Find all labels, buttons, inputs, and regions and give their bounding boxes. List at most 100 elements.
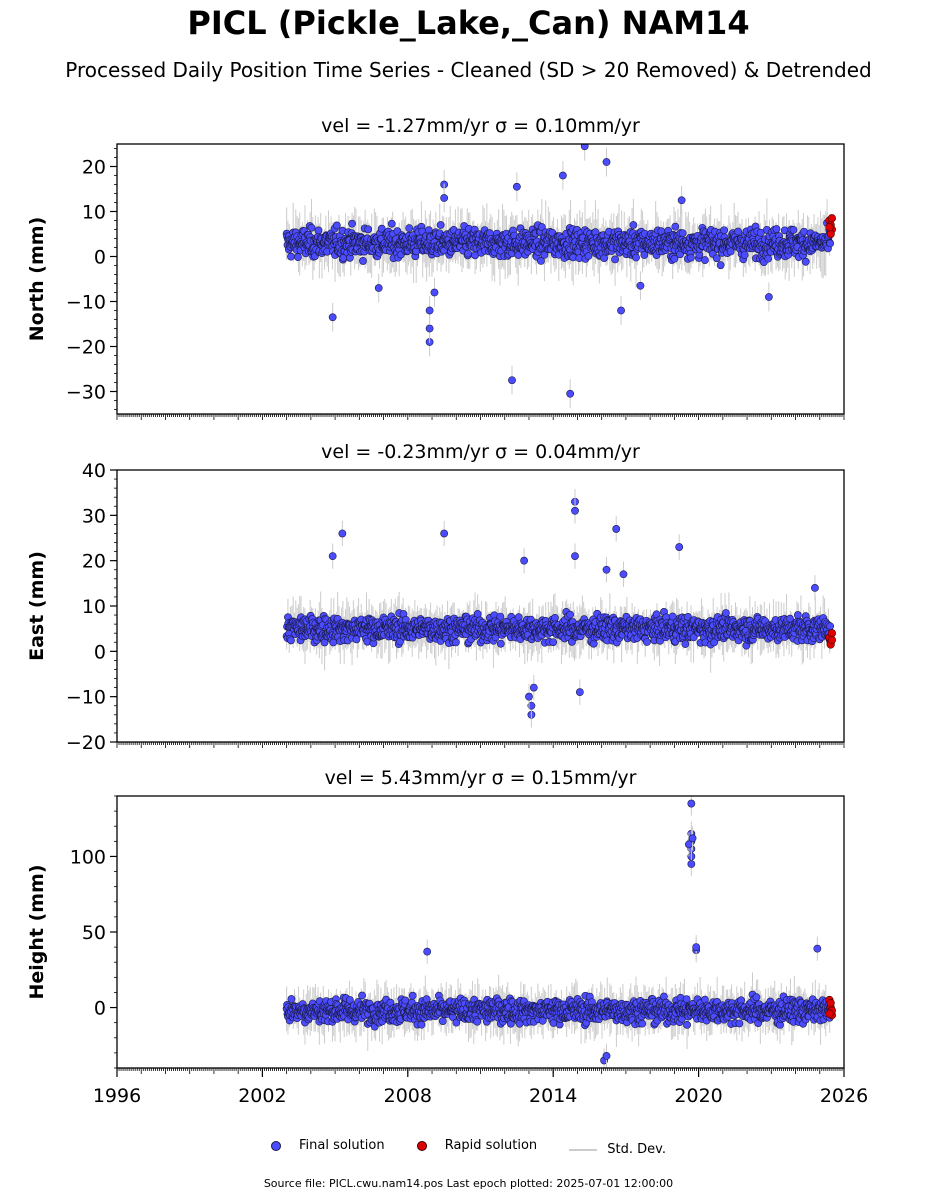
final-point bbox=[358, 991, 366, 1000]
final-point bbox=[364, 225, 373, 234]
final-point bbox=[643, 638, 651, 646]
final-point-outlier bbox=[619, 570, 628, 579]
final-point bbox=[720, 226, 729, 235]
final-point bbox=[307, 223, 316, 232]
final-point bbox=[681, 640, 690, 648]
y-axis-label-north: North (mm) bbox=[26, 217, 48, 342]
y-tick-label: 20 bbox=[82, 551, 106, 573]
final-point bbox=[314, 226, 323, 235]
panel-east: −20 −10 0 10 20 30 40 vel = -0.23mm/yr σ = 0.04… bbox=[26, 441, 845, 754]
final-point bbox=[405, 224, 414, 233]
final-point-outlier bbox=[425, 306, 434, 315]
final-point bbox=[671, 222, 680, 231]
final-point-outlier bbox=[374, 284, 383, 292]
final-point-outlier bbox=[675, 543, 684, 551]
final-point bbox=[540, 250, 549, 259]
y-tick-label: −10 bbox=[66, 292, 106, 314]
final-point-outlier bbox=[602, 158, 611, 166]
rapid-point bbox=[826, 229, 835, 239]
panel-north: −30 −20 −10 0 10 20 vel = -1.27mm/yr σ = 0.10m… bbox=[26, 115, 845, 420]
final-point-outlier bbox=[617, 306, 625, 315]
final-point-outlier bbox=[338, 529, 347, 538]
final-point bbox=[632, 253, 640, 262]
final-point-outlier bbox=[571, 552, 579, 561]
final-point-outlier bbox=[328, 552, 337, 561]
final-point-outlier bbox=[580, 144, 589, 151]
final-point bbox=[377, 224, 386, 233]
final-point bbox=[716, 261, 725, 270]
final-point-outlier bbox=[440, 529, 449, 538]
final-point bbox=[332, 221, 341, 230]
plot-area-east bbox=[282, 489, 836, 728]
final-point bbox=[294, 253, 302, 261]
final-point bbox=[640, 251, 649, 259]
final-point bbox=[701, 256, 709, 264]
final-point-outlier bbox=[764, 293, 773, 301]
y-tick-label: 40 bbox=[82, 460, 106, 482]
final-point bbox=[712, 254, 721, 263]
final-point-outlier bbox=[529, 683, 538, 692]
rapid-point bbox=[827, 635, 836, 645]
final-point bbox=[689, 633, 698, 642]
final-point-outlier bbox=[440, 194, 449, 202]
final-point bbox=[687, 253, 695, 262]
panel-title-east: vel = -0.23mm/yr σ = 0.04mm/yr bbox=[321, 441, 640, 463]
rapid-point bbox=[827, 214, 836, 223]
final-point bbox=[537, 256, 545, 265]
final-point bbox=[550, 613, 559, 622]
plot-area-height bbox=[282, 796, 836, 1068]
final-point-outlier bbox=[602, 565, 611, 574]
panel-title-north: vel = -1.27mm/yr σ = 0.10mm/yr bbox=[321, 115, 640, 137]
y-axis-label-east: East (mm) bbox=[26, 551, 48, 661]
final-point bbox=[764, 254, 773, 263]
final-point bbox=[734, 227, 743, 236]
final-point-outlier bbox=[512, 182, 521, 191]
final-point bbox=[611, 255, 619, 264]
final-point bbox=[726, 247, 735, 256]
plot-frame-east bbox=[116, 469, 845, 743]
final-point bbox=[772, 225, 781, 233]
final-point bbox=[451, 638, 460, 647]
final-point bbox=[800, 227, 808, 236]
final-point bbox=[721, 609, 730, 617]
final-point bbox=[387, 219, 396, 228]
final-point bbox=[670, 254, 679, 263]
final-point bbox=[496, 612, 505, 621]
final-point-outlier bbox=[328, 313, 337, 322]
final-point-outlier bbox=[430, 288, 439, 297]
y-tick-label: 10 bbox=[82, 596, 106, 618]
final-point bbox=[537, 223, 546, 231]
final-point bbox=[789, 225, 798, 234]
final-point-outlier bbox=[575, 688, 584, 697]
final-point bbox=[496, 639, 505, 648]
y-tick-label: 30 bbox=[82, 505, 106, 527]
final-point-outlier bbox=[566, 389, 575, 398]
final-point bbox=[584, 252, 593, 260]
final-point-outlier bbox=[558, 171, 567, 180]
final-point bbox=[359, 257, 367, 265]
final-point-outlier bbox=[811, 583, 819, 592]
final-point-outlier bbox=[636, 281, 645, 290]
final-point bbox=[408, 991, 417, 1000]
rapid-point bbox=[825, 223, 834, 232]
final-point bbox=[287, 252, 295, 261]
final-point-outlier bbox=[520, 556, 529, 565]
y-tick-label: 10 bbox=[82, 202, 106, 224]
final-point bbox=[801, 257, 810, 266]
chart-subtitle: Processed Daily Position Time Series - C… bbox=[65, 58, 872, 82]
y-tick-label: −10 bbox=[66, 687, 106, 709]
final-point-outlier bbox=[525, 692, 533, 701]
final-point bbox=[287, 636, 295, 645]
final-point bbox=[826, 622, 835, 631]
final-point bbox=[793, 611, 802, 619]
final-point bbox=[629, 221, 638, 229]
plot-area-north bbox=[282, 144, 836, 409]
rapid-point bbox=[827, 629, 836, 638]
final-point-outlier bbox=[612, 525, 621, 533]
final-point bbox=[345, 996, 354, 1004]
final-point-outlier bbox=[508, 376, 516, 385]
chart-title: PICL (Pickle_Lake,_Can) NAM14 bbox=[187, 4, 750, 42]
final-point bbox=[348, 219, 356, 228]
